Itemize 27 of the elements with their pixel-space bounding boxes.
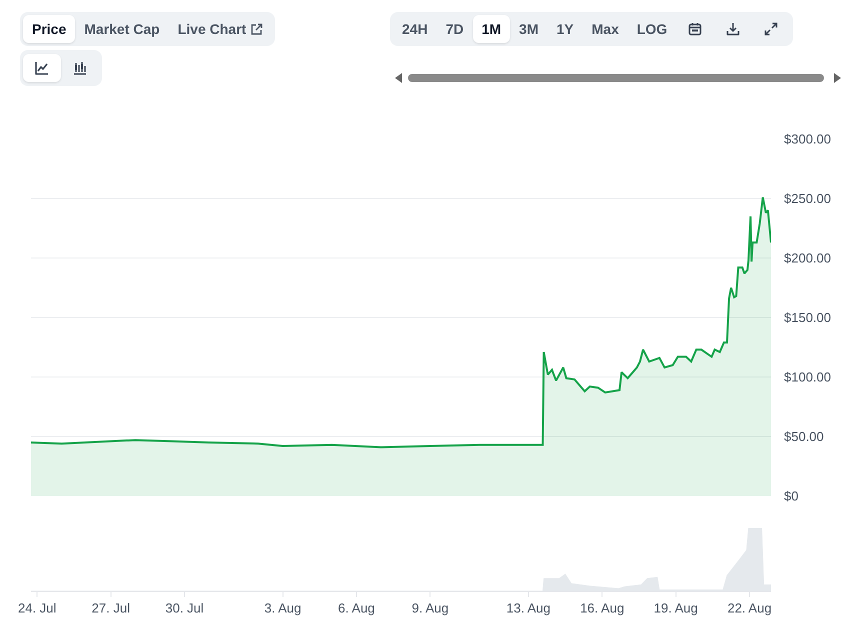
y-tick-label: $0	[784, 488, 798, 504]
x-tick-label: 13. Aug	[506, 600, 550, 616]
text: Max	[590, 20, 620, 39]
x-tick-label: 3. Aug	[264, 600, 302, 616]
x-tick-label: 27. Jul	[92, 600, 130, 616]
text: Live Chart	[176, 20, 248, 39]
y-tick-label: $250.00	[784, 191, 831, 206]
text: Price	[23, 15, 76, 43]
x-tick-label: 30. Jul	[165, 600, 204, 616]
x-tick-label: 16. Aug	[580, 600, 624, 616]
text: 24H	[401, 20, 429, 39]
x-tick-label: 19. Aug	[654, 600, 698, 616]
text: LOG	[636, 20, 668, 39]
y-tick-label: $300.00	[784, 132, 831, 147]
text: 1M	[472, 15, 510, 43]
y-tick-label: $50.00	[784, 429, 824, 444]
y-tick-label: $100.00	[784, 370, 831, 385]
x-tick-label: 9. Aug	[412, 600, 449, 616]
text: 1Y	[556, 20, 575, 39]
text: 7D	[444, 20, 465, 39]
y-tick-label: $200.00	[784, 250, 831, 266]
x-tick-label: 22. Aug	[727, 600, 772, 616]
y-tick-label: $150.00	[784, 310, 831, 326]
text: 3M	[518, 20, 540, 39]
x-tick-label: 6. Aug	[338, 600, 375, 616]
x-tick-label: 24. Jul	[18, 600, 56, 616]
text: Market Cap	[83, 20, 161, 39]
